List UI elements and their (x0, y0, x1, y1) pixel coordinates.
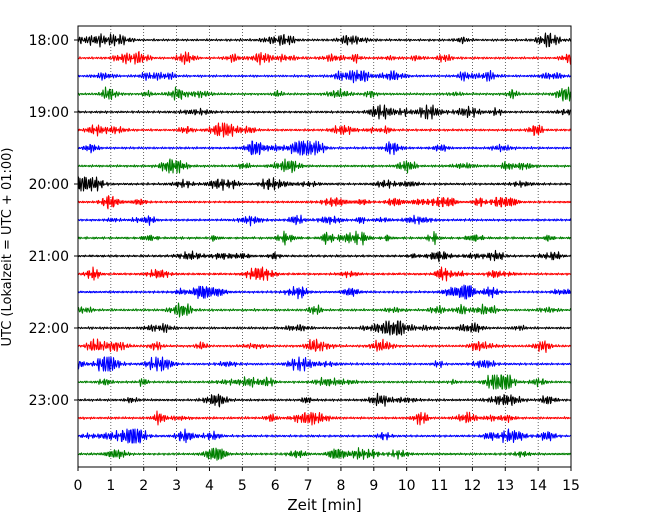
y-axis-label: UTC (Lokalzeit = UTC + 01:00) (0, 148, 15, 347)
trace-line (77, 374, 572, 390)
y-tick-label: 19:00 (29, 105, 69, 121)
trace-line (77, 320, 572, 336)
x-tick-label: 5 (238, 478, 247, 494)
y-axis: 18:00 19:00 20:00 21:00 22:00 23:00 (29, 33, 78, 409)
x-tick-label: 0 (74, 478, 83, 494)
trace-line (77, 284, 572, 300)
x-axis: 0 1 2 3 4 5 6 7 8 9 10 11 12 13 14 15 (74, 467, 580, 494)
trace-line (77, 447, 572, 461)
y-tick-label: 20:00 (29, 177, 69, 193)
trace-line (77, 428, 572, 444)
trace-line (77, 338, 572, 354)
x-tick-label: 11 (431, 478, 449, 494)
x-tick-label: 3 (172, 478, 181, 494)
x-tick-label: 10 (398, 478, 416, 494)
trace-line (77, 302, 572, 318)
trace-line (77, 195, 572, 210)
trace-line (77, 176, 572, 192)
x-tick-label: 6 (271, 478, 280, 494)
trace-line (77, 214, 572, 227)
x-tick-label: 8 (336, 478, 345, 494)
trace-line (77, 32, 572, 48)
trace-line (77, 266, 572, 282)
x-tick-label: 9 (369, 478, 378, 494)
x-tick-label: 15 (562, 478, 580, 494)
x-tick-label: 1 (106, 478, 115, 494)
x-tick-label: 13 (496, 478, 514, 494)
y-tick-label: 23:00 (29, 393, 69, 409)
y-tick-label: 22:00 (29, 321, 69, 337)
trace-line (77, 140, 572, 156)
seismic-traces (77, 32, 572, 461)
trace-line (77, 230, 572, 246)
y-tick-label: 21:00 (29, 249, 69, 265)
x-tick-label: 2 (139, 478, 148, 494)
trace-line (77, 158, 572, 174)
trace-line (77, 356, 572, 372)
trace-line (77, 86, 572, 102)
x-tick-label: 7 (304, 478, 313, 494)
trace-line (77, 104, 572, 120)
y-tick-label: 18:00 (29, 33, 69, 49)
x-tick-label: 4 (205, 478, 214, 494)
trace-line (77, 410, 572, 426)
trace-line (77, 392, 572, 408)
trace-line (77, 249, 572, 263)
trace-line (77, 69, 572, 84)
x-tick-label: 12 (463, 478, 481, 494)
trace-line (77, 122, 572, 138)
x-axis-label: Zeit [min] (287, 496, 361, 514)
plot-frame (77, 25, 572, 468)
x-tick-label: 14 (529, 478, 547, 494)
trace-line (77, 51, 572, 66)
